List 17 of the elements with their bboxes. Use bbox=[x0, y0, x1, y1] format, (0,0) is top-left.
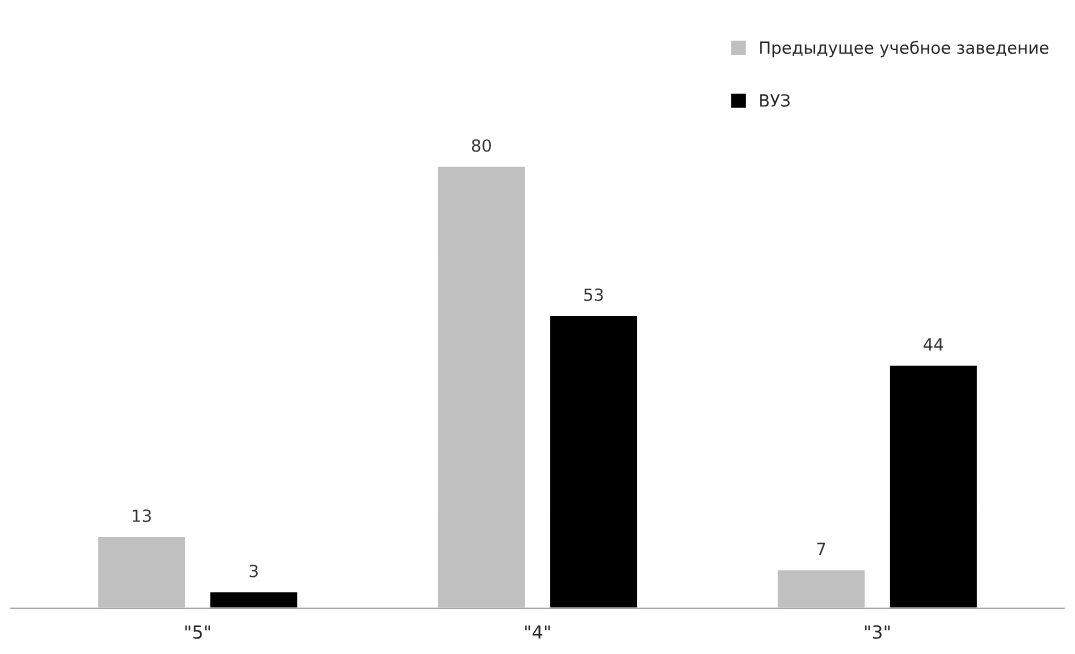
data-label: 13 bbox=[132, 509, 151, 523]
data-label: 44 bbox=[923, 338, 944, 351]
bar bbox=[436, 165, 527, 609]
data-label: 80 bbox=[471, 139, 491, 152]
legend-label: Предыдущее учебное заведение bbox=[760, 40, 1049, 58]
bar bbox=[96, 535, 187, 609]
data-label: 53 bbox=[584, 288, 603, 302]
bar bbox=[776, 568, 867, 609]
data-label: 7 bbox=[817, 542, 826, 555]
data-label: 3 bbox=[249, 564, 258, 578]
bar bbox=[888, 364, 979, 609]
bar bbox=[208, 590, 299, 609]
bar bbox=[548, 314, 639, 609]
x-tick-label: "4" bbox=[525, 625, 550, 639]
x-tick-label: "3" bbox=[865, 625, 890, 639]
x-tick-label: "5" bbox=[185, 625, 210, 639]
legend-label: ВУЗ bbox=[760, 94, 790, 107]
